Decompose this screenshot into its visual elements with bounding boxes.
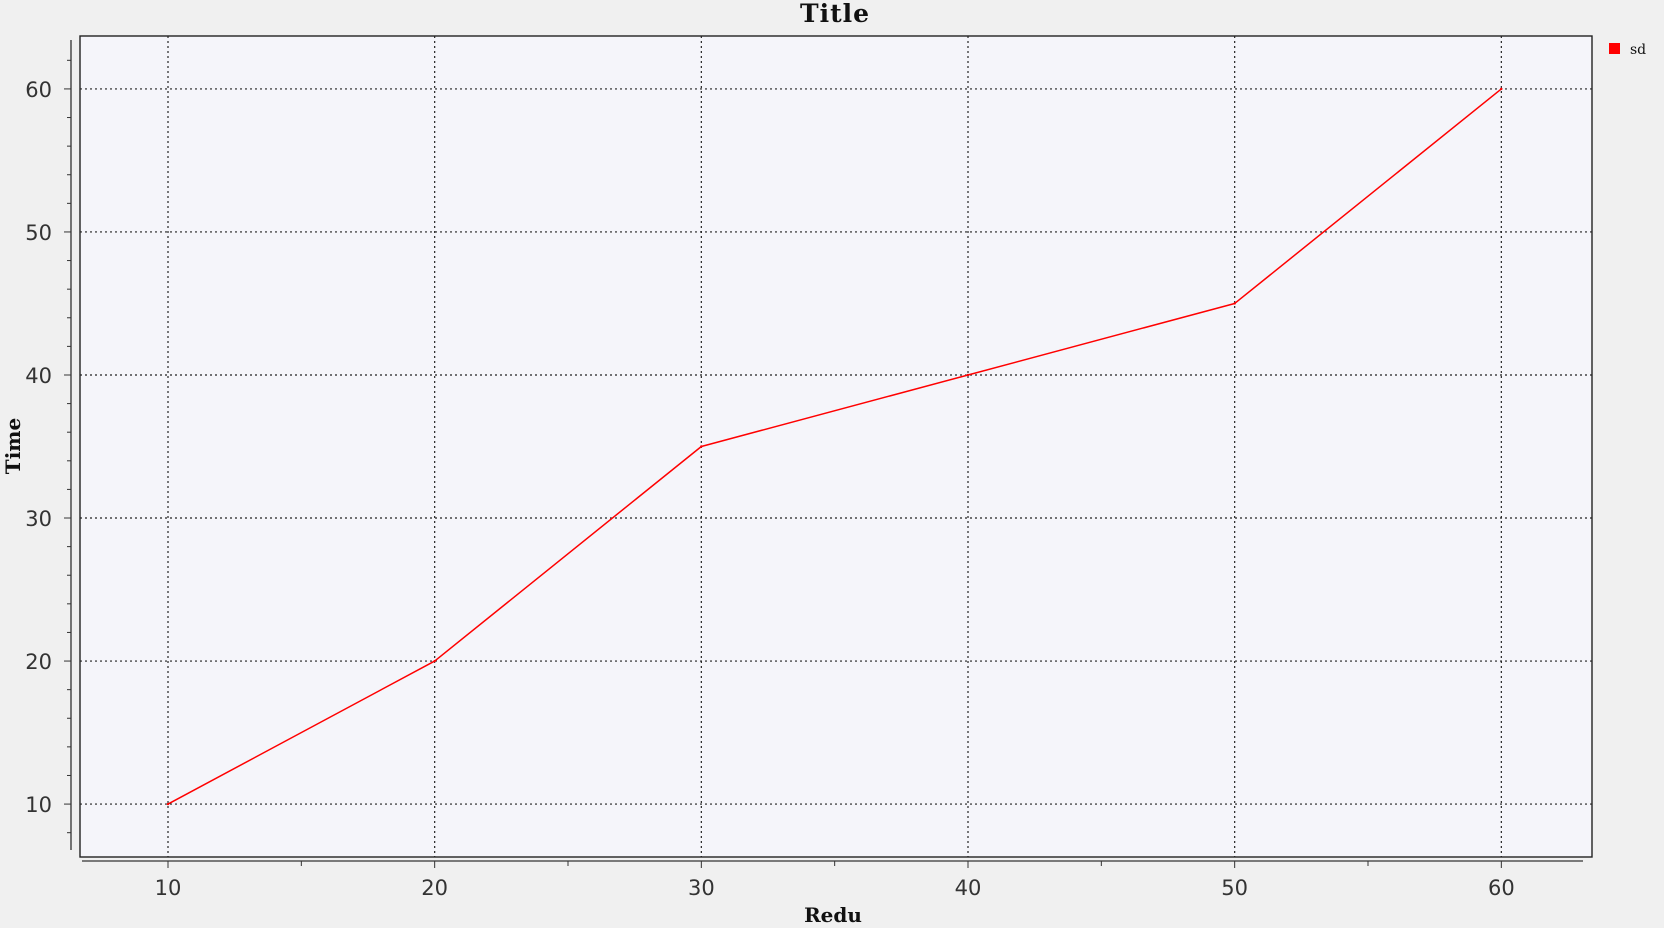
- x-axis-label: Redu: [804, 903, 862, 927]
- plot-area: 10 20 30 40 50 60 10 20 30 40 50 60: [25, 35, 1593, 900]
- y-tick-label-2: 20: [25, 650, 52, 674]
- legend-swatch: [1609, 43, 1620, 54]
- data-point-1-5: [1233, 302, 1236, 305]
- y-axis-label: Time: [1, 418, 25, 474]
- x-tick-label-3: 30: [688, 876, 715, 900]
- data-point-1-6: [1500, 87, 1503, 91]
- data-point-1-1: [166, 802, 170, 806]
- chart-title: Title: [800, 0, 870, 28]
- y-tick-label-6: 60: [25, 78, 52, 102]
- x-tick-label-4: 40: [955, 876, 982, 900]
- y-tick-label-5: 50: [25, 221, 52, 245]
- legend-label: sd: [1630, 42, 1646, 58]
- data-point-1-2: [433, 659, 436, 663]
- x-tick-label-5: 50: [1221, 876, 1248, 900]
- data-point-1-4: [966, 373, 970, 377]
- x-tick-label-6: 60: [1488, 876, 1515, 900]
- y-tick-label-3: 30: [25, 507, 52, 531]
- data-point-1-3: [700, 445, 703, 448]
- y-tick-label-1: 10: [25, 793, 52, 817]
- x-tick-label-2: 20: [421, 876, 448, 900]
- x-tick-label-1: 10: [155, 876, 182, 900]
- y-tick-label-4: 40: [25, 364, 52, 388]
- plot-background: [79, 35, 1593, 858]
- legend: sd: [1609, 42, 1646, 58]
- series-line-1: [167, 88, 1503, 805]
